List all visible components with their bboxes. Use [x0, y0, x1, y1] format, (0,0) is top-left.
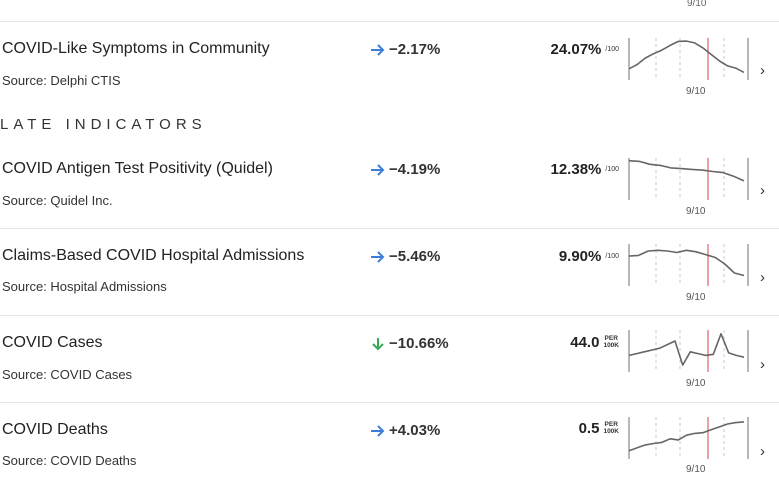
value-display: 9.90% /100 — [559, 248, 619, 265]
chevron-right-icon[interactable]: › — [760, 443, 765, 460]
chevron-right-icon[interactable]: › — [760, 182, 765, 199]
unit-label: /100 — [605, 253, 619, 260]
arrow-right-icon — [371, 424, 385, 437]
unit-top: PER — [604, 421, 618, 428]
indicator-value: 12.38% — [550, 161, 602, 178]
spark-date-label: 9/10 — [686, 292, 706, 303]
spark-series-line — [628, 40, 745, 74]
sparkline-chart — [628, 417, 749, 459]
chevron-right-icon[interactable]: › — [760, 62, 765, 79]
indicator-value: 44.0 — [570, 334, 600, 351]
indicator-value: 24.07% — [550, 41, 602, 58]
value-display: 44.0 PER 100K — [570, 334, 619, 351]
change-display: −2.17% — [370, 41, 440, 58]
indicator-source: Source: Quidel Inc. — [2, 193, 113, 208]
spark-series-line — [628, 249, 745, 277]
sparkline-chart — [628, 38, 749, 80]
indicator-name: COVID Deaths — [2, 421, 108, 438]
indicator-row-covid-like-symptoms[interactable]: COVID-Like Symptoms in Community Source:… — [0, 22, 779, 108]
value-display: 12.38% /100 — [551, 161, 620, 178]
section-heading-late-indicators: LATE INDICATORS — [0, 116, 207, 133]
unit-bottom: 100K — [603, 342, 619, 349]
indicator-row-covid-deaths[interactable]: COVID Deaths Source: COVID Deaths +4.03%… — [0, 403, 779, 481]
indicator-source: Source: COVID Cases — [2, 367, 133, 382]
change-value: −10.66% — [389, 335, 449, 352]
indicator-name: COVID Antigen Test Positivity (Quidel) — [2, 160, 273, 177]
indicator-row-covid-cases[interactable]: COVID Cases Source: COVID Cases −10.66% … — [0, 316, 779, 403]
arrow-right-icon — [371, 43, 385, 56]
change-value: −4.19% — [389, 161, 441, 178]
chevron-right-icon[interactable]: › — [760, 356, 765, 373]
change-value: −2.17% — [389, 41, 441, 58]
change-display: −5.46% — [370, 248, 440, 265]
spark-series-line — [628, 333, 745, 366]
arrow-right-icon — [371, 250, 385, 263]
spark-date-label: 9/10 — [686, 86, 706, 97]
unit-label: PER 100K — [603, 421, 619, 435]
previous-row-partial: 9/10 — [0, 0, 779, 22]
spark-series-line — [628, 159, 745, 182]
change-value: −5.46% — [389, 248, 441, 265]
change-value: +4.03% — [389, 422, 441, 439]
change-display: −4.19% — [370, 161, 440, 178]
indicator-source: Source: Hospital Admissions — [2, 279, 167, 294]
spark-date-label: 9/10 — [686, 378, 706, 389]
arrow-right-icon — [371, 163, 385, 176]
unit-label: PER 100K — [603, 335, 619, 349]
spark-series-line — [628, 421, 745, 452]
indicator-value: 9.90% — [558, 248, 602, 265]
indicator-value: 0.5 — [578, 420, 600, 437]
sparkline-chart — [628, 244, 749, 286]
unit-bottom: 100K — [603, 428, 619, 435]
indicator-name: COVID Cases — [2, 334, 103, 351]
indicator-name: COVID-Like Symptoms in Community — [2, 40, 270, 57]
indicator-row-hospital-admissions[interactable]: Claims-Based COVID Hospital Admissions S… — [0, 229, 779, 316]
indicator-name: Claims-Based COVID Hospital Admissions — [2, 247, 305, 264]
indicator-row-antigen-test-positivity[interactable]: COVID Antigen Test Positivity (Quidel) S… — [0, 142, 779, 229]
value-display: 24.07% /100 — [551, 41, 620, 58]
spark-date-label: 9/10 — [686, 464, 706, 475]
unit-top: PER — [604, 335, 618, 342]
unit-label: /100 — [605, 166, 619, 173]
change-display: +4.03% — [370, 422, 440, 439]
chevron-right-icon[interactable]: › — [760, 269, 765, 286]
arrow-down-icon — [372, 337, 384, 350]
unit-label: /100 — [605, 46, 619, 53]
value-display: 0.5 PER 100K — [579, 420, 619, 437]
sparkline-chart — [628, 330, 749, 372]
spark-date-label: 9/10 — [686, 206, 706, 217]
indicator-source: Source: Delphi CTIS — [2, 73, 121, 88]
sparkline-chart — [628, 158, 749, 200]
spark-date-label: 9/10 — [687, 0, 707, 9]
change-display: −10.66% — [370, 335, 449, 352]
indicator-source: Source: COVID Deaths — [2, 453, 137, 468]
